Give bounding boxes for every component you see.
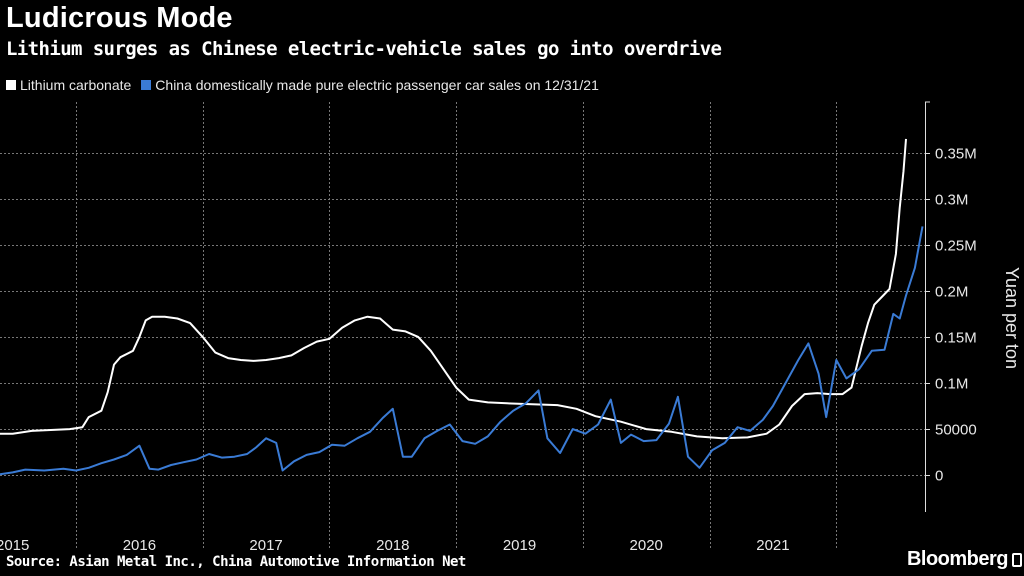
x-tick-label: 2018 [376,537,409,554]
y-tick-label: 50000 [935,422,977,439]
bloomberg-mark-icon [1012,552,1022,567]
x-tick-label: 2019 [503,537,536,554]
grid [0,102,925,548]
chart-title: Ludicrous Mode [6,2,233,34]
legend-label-ev-sales: China domestically made pure electric pa… [155,77,599,93]
y-tick-label: 0.2M [935,284,968,301]
y-tick-label: 0.3M [935,192,968,209]
x-axis: 2015 2016 2017 2018 2019 2020 2021 [0,537,790,554]
y-tick-label: 0.25M [935,238,977,255]
y-tick-label: 0 [935,468,943,485]
x-tick-label: 2017 [249,537,282,554]
series-line-lithium [0,138,907,440]
y-tick-label: 0.1M [935,376,968,393]
x-tick-label: 2015 [0,537,29,554]
y-tick-label: 0.35M [935,146,977,163]
legend-item-ev-sales: China domestically made pure electric pa… [141,77,599,93]
y-tick-label: 0.15M [935,330,977,347]
legend: Lithium carbonate China domestically mad… [6,77,609,93]
bloomberg-logo: Bloomberg [907,548,1022,571]
series-line-ev-sales [0,226,924,476]
legend-item-lithium: Lithium carbonate [6,77,131,93]
legend-swatch-ev-sales [141,80,152,90]
legend-swatch-lithium [6,80,16,90]
source-note: Source: Asian Metal Inc., China Automoti… [6,554,466,570]
y-axis: 0 50000 0.1M 0.15M 0.2M 0.25M 0.3M 0.35M [925,101,977,512]
brand-name: Bloomberg [906,548,1009,570]
series-lines [0,138,924,476]
x-tick-label: 2020 [630,537,663,554]
chart-subtitle: Lithium surges as Chinese electric-vehic… [6,38,722,60]
x-tick-label: 2021 [756,537,789,554]
x-tick-label: 2016 [123,537,156,554]
y-axis-label: Yuan per ton [1002,267,1022,369]
legend-label-lithium: Lithium carbonate [20,77,132,93]
